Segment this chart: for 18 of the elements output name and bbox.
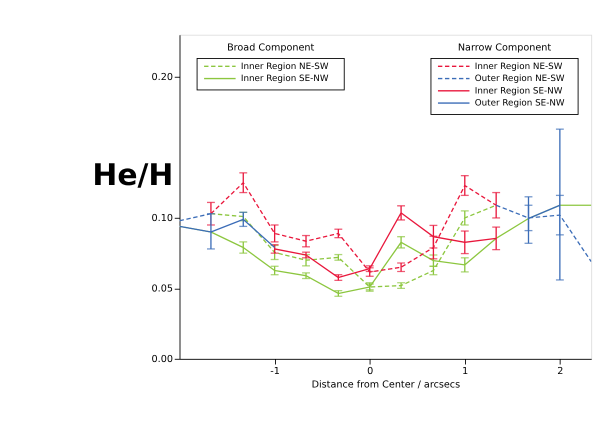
x-tick-label: -1 [270,366,280,378]
y-tick-label: 0.00 [152,354,173,365]
y-tick-label: 0.20 [152,72,173,84]
y-axis-title: He/H [92,158,174,193]
text: Broad Component [227,42,314,54]
x-axis-title: Distance from Center / arcsecs [312,379,460,390]
legend-label: Outer Region SE-NW [474,98,565,109]
legend-label: Inner Region SE-NW [240,74,329,84]
y-tick-label: 0.05 [152,283,173,294]
y-tick-label: 0.10 [152,213,173,224]
x-tick-label: 2 [557,366,564,378]
legend-label: Inner Region SE-NW [474,86,563,96]
x-tick-label: 0 [367,366,374,378]
x-tick-label: 1 [462,366,468,378]
text: Narrow Component [458,42,552,54]
legend-label: Inner Region NE-SW [240,62,329,72]
legend-label: Inner Region NE-SW [474,62,563,72]
legend-label: Outer Region NE-SW [474,74,565,84]
